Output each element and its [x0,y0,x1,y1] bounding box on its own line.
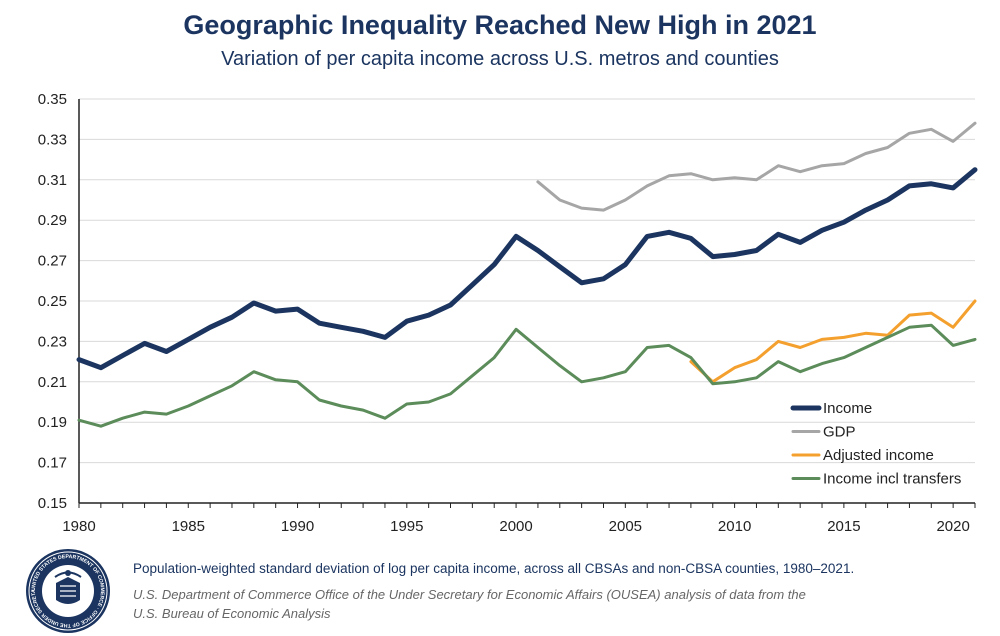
y-tick-label: 0.21 [38,374,67,391]
series-line-income-incl-transfers [77,323,977,428]
chart-title: Geographic Inequality Reached New High i… [183,10,817,40]
y-tick-label: 0.29 [38,212,67,229]
y-tick-label: 0.15 [38,495,67,512]
series-lines [76,121,978,428]
x-tick-label: 2000 [499,518,532,535]
commerce-seal-icon: UNITED STATES DEPARTMENT OF COMMERCE · O… [25,548,110,633]
y-tick-label: 0.19 [38,414,67,431]
legend-label: Income [823,400,872,417]
source-line-1: U.S. Department of Commerce Office of th… [133,587,806,602]
y-tick-label: 0.33 [38,131,67,148]
series-line-gdp [536,121,977,212]
x-tick-label: 2010 [718,518,751,535]
series-line-adjusted-income [689,299,977,384]
y-tick-label: 0.23 [38,333,67,350]
y-tick-label: 0.27 [38,253,67,270]
gridlines [79,98,975,464]
x-tick-label: 1995 [390,518,423,535]
footnote: Population-weighted standard deviation o… [133,561,855,576]
y-tick-label: 0.17 [38,455,67,472]
legend-label: Adjusted income [823,447,934,464]
legend: Income GDP Adjusted income Income incl tran… [790,400,961,488]
x-tick-labels: 1980 1985 1990 1995 2000 2005 2010 2015 2020 [62,518,970,535]
x-tick-label: 1985 [172,518,205,535]
y-tick-label: 0.31 [38,172,67,189]
chart-subtitle: Variation of per capita income across U.… [221,48,779,70]
x-tick-label: 2020 [936,518,969,535]
x-tick-label: 1990 [281,518,314,535]
x-tick-label: 1980 [62,518,95,535]
x-tick-label: 2005 [609,518,642,535]
axes [78,99,976,508]
source-text: U.S. Department of Commerce Office of th… [133,585,893,623]
series-line-income [76,167,978,371]
legend-label: Income incl transfers [823,471,961,488]
y-tick-label: 0.35 [38,91,67,108]
source-line-2: U.S. Bureau of Economic Analysis [133,606,331,621]
y-tick-label: 0.25 [38,293,67,310]
y-tick-labels: 0.15 0.17 0.19 0.21 0.23 0.25 0.27 0.29 0.31 0.33… [38,91,67,512]
legend-label: GDP [823,424,856,441]
x-tick-label: 2015 [827,518,860,535]
